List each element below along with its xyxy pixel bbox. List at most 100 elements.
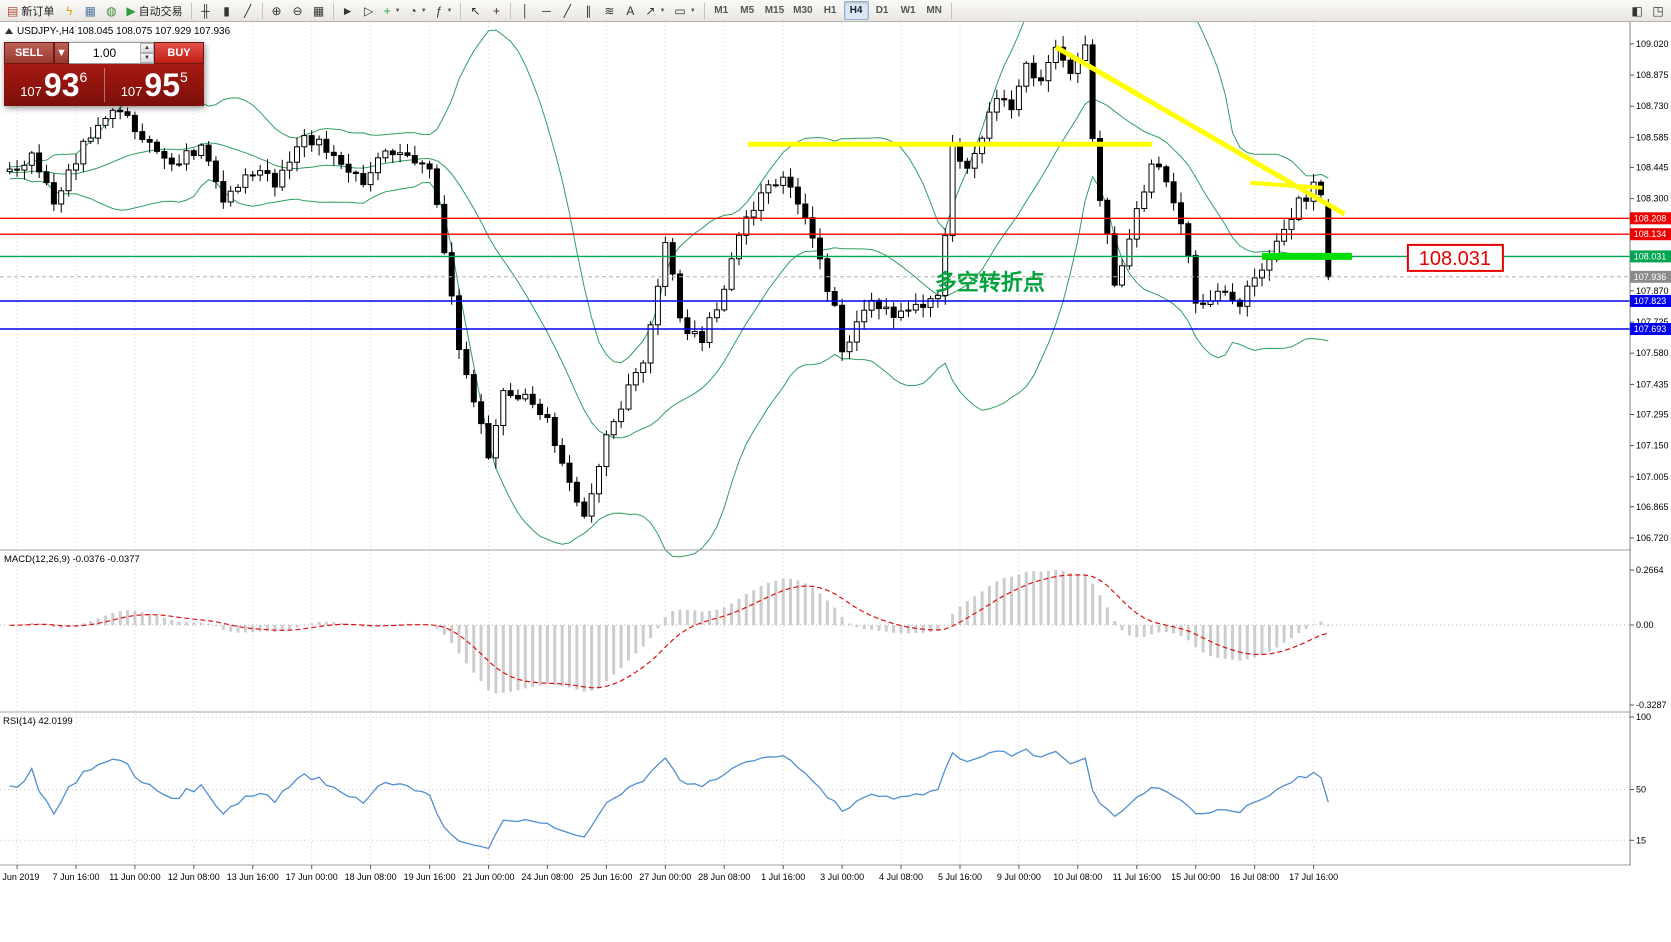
fibonacci-button[interactable]: ≋ bbox=[599, 1, 619, 20]
time-axis-label: 1 Jul 16:00 bbox=[761, 872, 805, 882]
sell-price-prefix: 107 bbox=[20, 84, 42, 99]
rsi-scale-label: 15 bbox=[1636, 835, 1646, 845]
bollinger-bands bbox=[9, 0, 1329, 558]
trade-panel-prices: 107 93 6 107 95 5 bbox=[4, 64, 204, 106]
auto-trading-icon: ▶ bbox=[126, 3, 136, 18]
trendline-icon: ╱ bbox=[563, 3, 571, 18]
auto-trading-button-label: 自动交易 bbox=[138, 5, 183, 18]
horizontal-line-icon: ─ bbox=[542, 3, 551, 18]
collapse-arrow-icon[interactable] bbox=[5, 28, 13, 34]
one-click-trading-panel: SELL ▼ ▲ ▼ BUY 107 93 6 107 95 5 bbox=[4, 42, 204, 106]
text-button[interactable]: A bbox=[620, 1, 640, 20]
auto-scroll-icon: ► bbox=[341, 3, 354, 18]
pivot-level-badge: 108.031 bbox=[1634, 251, 1667, 261]
channel-button[interactable]: ∥ bbox=[578, 1, 598, 20]
profiles-button[interactable]: ◔ ▼ bbox=[406, 1, 431, 20]
time-axis-label: 11 Jun 00:00 bbox=[109, 872, 160, 882]
zoom-in-icon: ⊕ bbox=[271, 3, 282, 18]
auto-trading-button[interactable]: ▶ 自动交易 bbox=[122, 1, 186, 20]
dropdown-arrow-icon: ▼ bbox=[659, 7, 666, 14]
timeframe-m5-button[interactable]: M5 bbox=[735, 1, 760, 20]
sell-price-sup: 6 bbox=[79, 69, 88, 85]
arrow-button[interactable]: ↗ ▼ bbox=[641, 1, 669, 20]
turning-point-annotation[interactable]: 多空转折点 bbox=[935, 270, 1045, 295]
line-chart-button[interactable]: ╱ bbox=[238, 1, 258, 20]
zoom-in-button[interactable]: ⊕ bbox=[267, 1, 287, 20]
macd-scale-label: 0.00 bbox=[1636, 620, 1654, 630]
indicators-button[interactable]: ƒ ▼ bbox=[432, 1, 457, 20]
time-axis-label: 9 Jul 00:00 bbox=[997, 872, 1041, 882]
buy-button[interactable]: BUY bbox=[154, 42, 204, 64]
volume-up-button[interactable]: ▲ bbox=[140, 43, 154, 53]
price-axis-tick: 107.435 bbox=[1636, 379, 1669, 389]
tile-windows-button[interactable]: ▦ bbox=[309, 1, 329, 20]
time-axis-label: 12 Jun 08:00 bbox=[168, 872, 220, 882]
market-depth-icon[interactable]: ▦ bbox=[80, 1, 100, 20]
timeframe-h1-button-label: H1 bbox=[823, 5, 837, 16]
data-window-icon[interactable]: ◧ bbox=[1627, 1, 1647, 20]
support-level-2-badge: 107.693 bbox=[1634, 324, 1667, 334]
toolbar-separator bbox=[261, 2, 263, 19]
bar-chart-button[interactable]: ╫ bbox=[196, 1, 216, 20]
line-chart-icon: ╱ bbox=[243, 3, 252, 18]
arrow-icon: ↗ bbox=[645, 3, 656, 18]
timeframe-h4-button[interactable]: H4 bbox=[843, 1, 869, 20]
vertical-line-button[interactable]: │ bbox=[515, 1, 535, 20]
buy-price[interactable]: 107 95 5 bbox=[105, 64, 205, 106]
volume-down-button[interactable]: ▼ bbox=[140, 53, 154, 63]
time-axis-label: 28 Jun 08:00 bbox=[698, 872, 750, 882]
alerts-icon[interactable]: ◍ bbox=[101, 1, 121, 20]
dropdown-arrow-icon: ▼ bbox=[446, 7, 453, 14]
price-axis-tick: 107.725 bbox=[1636, 317, 1669, 327]
one-click-lightning-icon[interactable]: ϟ bbox=[59, 1, 79, 20]
sell-options-dropdown-button[interactable]: ▼ bbox=[54, 42, 69, 64]
cursor-button[interactable]: ↖ bbox=[465, 1, 485, 20]
toolbar-separator bbox=[190, 2, 192, 19]
price-axis-tick: 107.870 bbox=[1636, 286, 1669, 296]
timeframe-w1-button[interactable]: W1 bbox=[896, 1, 921, 20]
trendline-button[interactable]: ╱ bbox=[557, 1, 577, 20]
crosshair-button[interactable]: + bbox=[486, 1, 506, 20]
timeframe-m15-button[interactable]: M15 bbox=[761, 1, 788, 20]
price-tag-box[interactable] bbox=[1406, 243, 1504, 272]
new-order-button[interactable]: ▤ 新订单 bbox=[3, 1, 58, 20]
timeframe-m30-button[interactable]: M30 bbox=[789, 1, 816, 20]
rsi-scale-label: 100 bbox=[1636, 712, 1651, 722]
volume-input[interactable] bbox=[69, 43, 140, 63]
time-axis: 5 Jun 2019 7 Jun 16:00 11 Jun 00:00 12 Jun … bbox=[0, 865, 1338, 882]
timeframe-m1-button-label: M1 bbox=[714, 5, 729, 16]
time-axis-label: 5 Jun 2019 bbox=[0, 872, 39, 882]
time-axis-label: 17 Jul 16:00 bbox=[1289, 872, 1338, 882]
timeframe-m15-button-label: M15 bbox=[764, 5, 785, 16]
shapes-button[interactable]: ▭ ▼ bbox=[670, 1, 699, 20]
fullscreen-icon[interactable]: ◳ bbox=[1648, 1, 1668, 20]
price-axis-tick: 108.445 bbox=[1636, 162, 1669, 172]
timeframe-d1-button[interactable]: D1 bbox=[870, 1, 895, 20]
sell-button[interactable]: SELL bbox=[4, 42, 54, 64]
cursor-icon: ↖ bbox=[470, 3, 481, 18]
zoom-out-button[interactable]: ⊖ bbox=[288, 1, 308, 20]
rsi-scale-label: 50 bbox=[1636, 785, 1646, 795]
timeframe-m1-button[interactable]: M1 bbox=[709, 1, 734, 20]
price-axis-tick: 107.005 bbox=[1636, 472, 1669, 482]
timeframe-mn-button[interactable]: MN bbox=[922, 1, 947, 20]
sell-price[interactable]: 107 93 6 bbox=[4, 64, 104, 106]
candlestick-chart-button[interactable]: ▮ bbox=[217, 1, 237, 20]
zoom-out-icon: ⊖ bbox=[292, 3, 303, 18]
buy-price-sup: 5 bbox=[180, 69, 188, 85]
horizontal-line-button[interactable]: ─ bbox=[536, 1, 556, 20]
indicators-icon: ƒ bbox=[435, 3, 443, 18]
rsi-label: RSI(14) 42.0199 bbox=[3, 716, 73, 727]
timeframe-mn-button-label: MN bbox=[926, 5, 942, 16]
volume-spinner: ▲ ▼ bbox=[140, 43, 154, 63]
price-axis-tick: 109.020 bbox=[1636, 39, 1669, 49]
timeframe-h1-button[interactable]: H1 bbox=[818, 1, 843, 20]
new-chart-button[interactable]: + ▼ bbox=[380, 1, 405, 20]
time-axis-label: 11 Jul 16:00 bbox=[1113, 872, 1161, 882]
yellow-short-trendline[interactable] bbox=[1250, 180, 1323, 190]
chart-shift-button[interactable]: ▷ bbox=[359, 1, 379, 20]
price-axis: 109.020 108.875 108.730 108.585 108.445 108.3… bbox=[1630, 39, 1671, 543]
auto-scroll-button[interactable]: ► bbox=[338, 1, 358, 20]
alerts-icon-icon: ◍ bbox=[106, 3, 117, 18]
